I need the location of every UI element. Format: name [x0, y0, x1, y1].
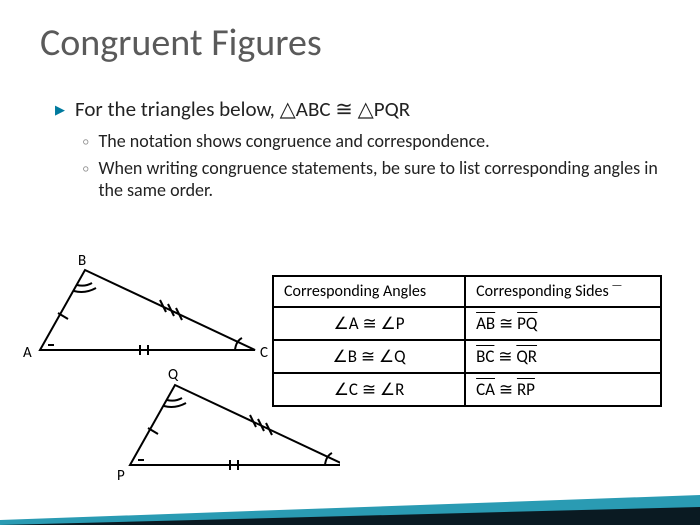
side-cell: BC ≅ QR [465, 340, 661, 373]
sub-bullet-2: ○ When writing congruence statements, be… [83, 157, 660, 202]
angle-cell: ∠C ≅ ∠R [273, 373, 465, 406]
side-cell: AB ≅ PQ [465, 307, 661, 340]
bullet-circle-icon: ○ [83, 163, 89, 176]
side-cell: CA ≅ RP [465, 373, 661, 406]
vertex-C: C [260, 344, 268, 362]
bullet-circle-icon: ○ [83, 136, 89, 149]
sub-bullet-2-text: When writing congruence statements, be s… [99, 157, 661, 202]
sub-bullet-1: ○ The notation shows congruence and corr… [83, 130, 660, 153]
main-bullet-text: For the triangles below, △ABC ≅ △PQR [75, 96, 410, 122]
table-header-row: Corresponding Angles Corresponding Sides [273, 276, 661, 307]
correspondence-table: Corresponding Angles Corresponding Sides… [272, 275, 662, 407]
footer-accent-shape [0, 475, 700, 525]
header-sides: Corresponding Sides [465, 276, 661, 307]
triangle-diagram: A B C P Q R [20, 245, 280, 465]
table-row: ∠A ≅ ∠P AB ≅ PQ [273, 307, 661, 340]
table-row: ∠C ≅ ∠R CA ≅ RP [273, 373, 661, 406]
bullet-arrow-icon: ▶ [55, 103, 65, 118]
vertex-B: B [78, 252, 86, 270]
correspondence-table-area: Corresponding Angles Corresponding Sides… [272, 275, 662, 407]
angle-cell: ∠A ≅ ∠P [273, 307, 465, 340]
vertex-Q: Q [168, 366, 179, 384]
vertex-A: A [23, 344, 32, 362]
slide-title: Congruent Figures [0, 0, 700, 66]
main-bullet: ▶ For the triangles below, △ABC ≅ △PQR [55, 96, 660, 122]
table-row: ∠B ≅ ∠Q BC ≅ QR [273, 340, 661, 373]
angle-cell: ∠B ≅ ∠Q [273, 340, 465, 373]
sub-bullet-1-text: The notation shows congruence and corres… [99, 130, 490, 153]
content-area: ▶ For the triangles below, △ABC ≅ △PQR ○… [0, 66, 700, 202]
header-angles: Corresponding Angles [273, 276, 465, 307]
